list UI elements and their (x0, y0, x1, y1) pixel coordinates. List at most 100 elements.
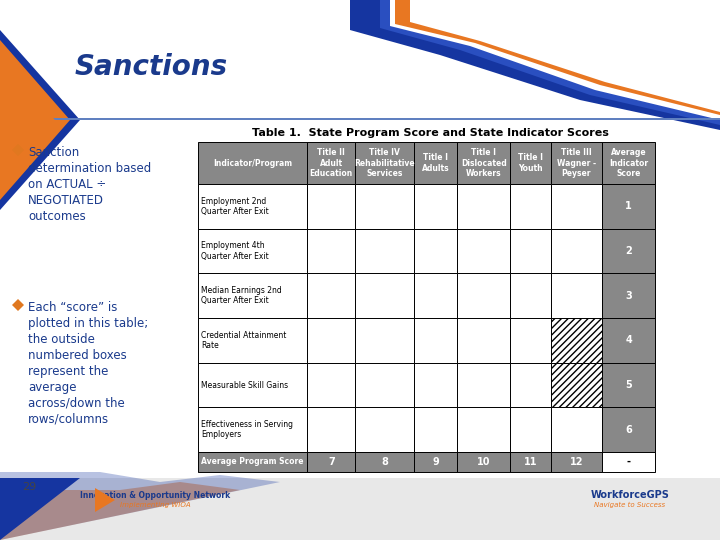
Text: Credential Attainment
Rate: Credential Attainment Rate (201, 330, 287, 350)
Text: Title I
Dislocated
Workers: Title I Dislocated Workers (461, 148, 507, 178)
Polygon shape (0, 472, 280, 540)
Polygon shape (395, 0, 720, 115)
Text: Measurable Skill Gains: Measurable Skill Gains (201, 381, 288, 389)
Text: 29: 29 (22, 482, 36, 492)
Bar (356, 228, 414, 273)
Bar (602, 142, 655, 184)
Bar (457, 363, 510, 407)
Text: Navigate to Success: Navigate to Success (595, 502, 665, 508)
Text: 3: 3 (625, 291, 632, 301)
Bar (198, 407, 307, 452)
Text: Median Earnings 2nd
Quarter After Exit: Median Earnings 2nd Quarter After Exit (201, 286, 282, 305)
Text: 6: 6 (625, 424, 632, 435)
Text: Average Program Score: Average Program Score (202, 457, 304, 467)
Bar (307, 142, 356, 184)
Text: Each “score” is
plotted in this table;
the outside
numbered boxes
represent the
: Each “score” is plotted in this table; t… (28, 301, 148, 426)
Text: 1: 1 (625, 201, 632, 211)
Bar (457, 142, 510, 184)
Polygon shape (380, 0, 720, 125)
Bar (551, 407, 602, 452)
Polygon shape (0, 30, 80, 210)
Bar (510, 273, 551, 318)
Bar (356, 363, 414, 407)
Text: 2: 2 (625, 246, 632, 256)
Polygon shape (12, 299, 24, 311)
Bar (0, 478, 720, 540)
Text: WorkforceGPS: WorkforceGPS (590, 490, 670, 500)
Text: 9: 9 (432, 457, 439, 467)
Text: Sanction
determination based
on ACTUAL ÷
NEGOTIATED
outcomes: Sanction determination based on ACTUAL ÷… (28, 146, 151, 223)
Bar (551, 273, 602, 318)
Bar (602, 452, 655, 472)
Text: 8: 8 (382, 457, 388, 467)
Bar (551, 452, 602, 472)
Bar (356, 142, 414, 184)
Text: Title I
Adults: Title I Adults (422, 153, 449, 173)
Bar (198, 184, 307, 228)
Bar (457, 184, 510, 228)
Bar (602, 273, 655, 318)
Bar (414, 363, 457, 407)
Text: Average
Indicator
Score: Average Indicator Score (609, 148, 648, 178)
Bar (198, 142, 307, 184)
Bar (457, 318, 510, 363)
Text: 10: 10 (477, 457, 490, 467)
Bar (510, 363, 551, 407)
Bar (602, 228, 655, 273)
Bar (414, 142, 457, 184)
Bar (414, 273, 457, 318)
Bar (198, 318, 307, 363)
Text: 7: 7 (328, 457, 335, 467)
Bar (307, 228, 356, 273)
Polygon shape (0, 482, 240, 540)
Bar (307, 184, 356, 228)
Bar (307, 407, 356, 452)
Bar (414, 184, 457, 228)
Polygon shape (0, 478, 80, 540)
Polygon shape (350, 0, 720, 130)
Bar (457, 452, 510, 472)
Bar (198, 452, 307, 472)
Text: -: - (626, 457, 631, 467)
Bar (356, 452, 414, 472)
Bar (551, 142, 602, 184)
Text: Title III
Wagner -
Peyser: Title III Wagner - Peyser (557, 148, 596, 178)
Bar (457, 407, 510, 452)
Text: 11: 11 (524, 457, 538, 467)
Bar (457, 273, 510, 318)
Bar (510, 407, 551, 452)
Bar (510, 452, 551, 472)
Bar (414, 407, 457, 452)
Text: Innovation & Opportunity Network: Innovation & Opportunity Network (80, 491, 230, 500)
Text: 12: 12 (570, 457, 583, 467)
Bar (457, 228, 510, 273)
Bar (414, 228, 457, 273)
Bar (356, 273, 414, 318)
Bar (510, 184, 551, 228)
Polygon shape (0, 60, 55, 180)
Bar (307, 363, 356, 407)
Bar (414, 318, 457, 363)
Bar (510, 142, 551, 184)
Text: Employment 4th
Quarter After Exit: Employment 4th Quarter After Exit (201, 241, 269, 261)
Bar (307, 452, 356, 472)
Bar (307, 318, 356, 363)
Text: Effectiveness in Serving
Employers: Effectiveness in Serving Employers (201, 420, 293, 440)
Text: Sanctions: Sanctions (75, 53, 228, 81)
Polygon shape (12, 144, 24, 156)
Bar (356, 407, 414, 452)
Bar (551, 318, 602, 363)
Bar (307, 273, 356, 318)
Polygon shape (0, 40, 70, 200)
Text: Implementing WIOA: Implementing WIOA (120, 502, 190, 508)
Bar (551, 228, 602, 273)
Bar (551, 363, 602, 407)
Bar (198, 363, 307, 407)
Bar (602, 407, 655, 452)
Bar (414, 452, 457, 472)
Polygon shape (410, 0, 720, 112)
Bar (602, 318, 655, 363)
Polygon shape (95, 488, 115, 512)
Bar (551, 184, 602, 228)
Bar (198, 228, 307, 273)
